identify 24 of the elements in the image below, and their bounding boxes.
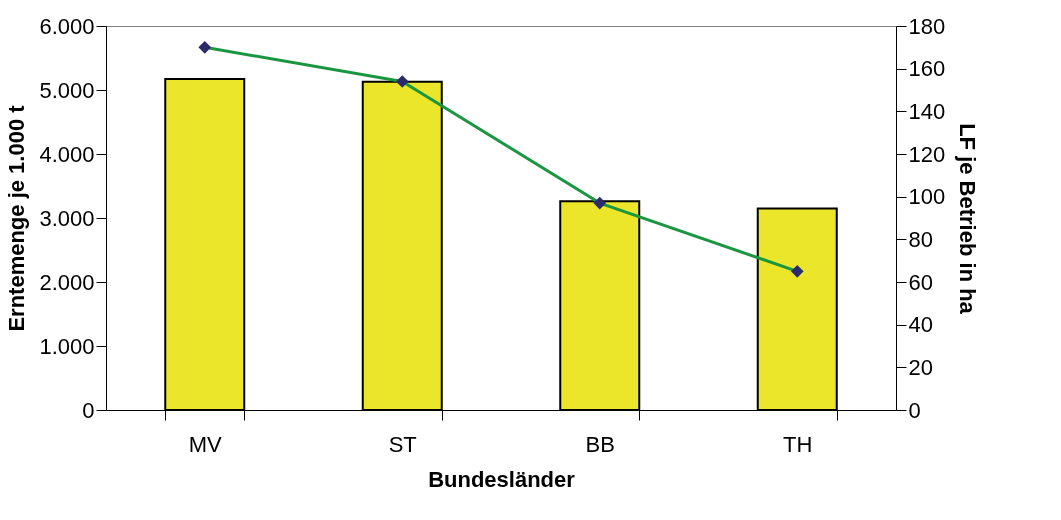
y2-tick-label: 180: [908, 13, 946, 39]
y2-tick-label: 140: [908, 98, 946, 124]
x-tick-label: TH: [783, 431, 813, 457]
x-tick-label: MV: [188, 431, 223, 457]
y2-tick-label: 60: [908, 269, 933, 295]
y-axis-title: Erntemenge je 1.000 t: [4, 104, 30, 332]
y-tick-label: 0: [82, 397, 95, 423]
y-tick-label: 3.000: [39, 205, 95, 231]
y2-tick-label: 80: [908, 226, 933, 252]
y-tick-label: 6.000: [39, 13, 95, 39]
y2-axis-title: LF je Betrieb in ha: [955, 123, 981, 315]
y2-tick-label: 0: [908, 397, 921, 423]
y-tick-label: 4.000: [39, 141, 95, 167]
x-tick-label: ST: [388, 431, 417, 457]
y-tick-label: 1.000: [39, 333, 95, 359]
y2-tick-label: 40: [908, 312, 933, 338]
y-tick-label: 2.000: [39, 269, 95, 295]
x-tick-label: BB: [585, 431, 615, 457]
x-axis-title: Bundesländer: [428, 466, 576, 492]
y2-tick-label: 120: [908, 141, 946, 167]
y2-tick-label: 20: [908, 354, 933, 380]
y2-tick-label: 160: [908, 56, 946, 82]
y-tick-label: 5.000: [39, 77, 95, 103]
y2-tick-label: 100: [908, 184, 946, 210]
